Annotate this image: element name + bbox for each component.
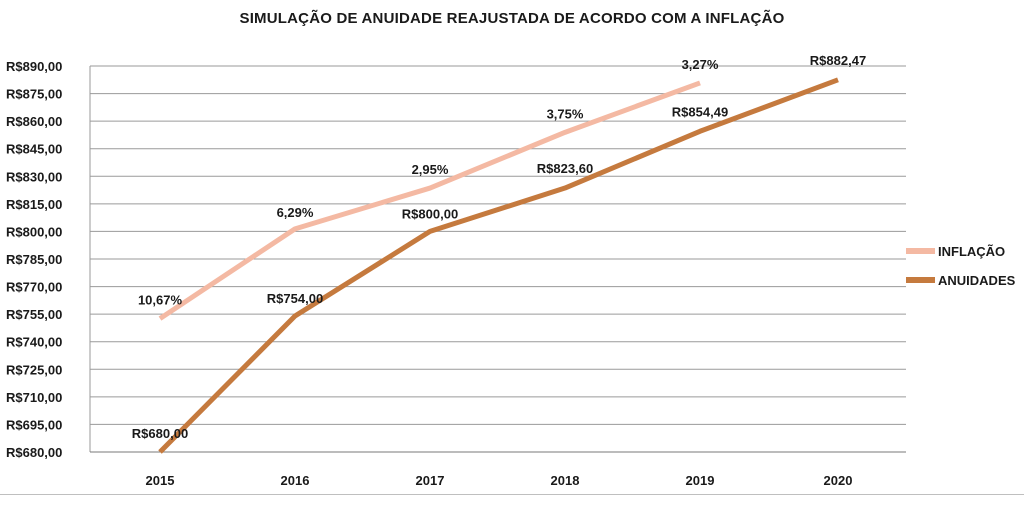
series-line-anuidades (158, 77, 839, 454)
y-tick-label: R$830,00 (6, 169, 62, 184)
data-label-inflacao: 3,27% (682, 57, 719, 72)
data-label-inflacao: 6,29% (277, 205, 314, 220)
x-tick-label: 2016 (281, 473, 310, 488)
chart-title: SIMULAÇÃO DE ANUIDADE REAJUSTADA DE ACOR… (239, 10, 785, 27)
y-tick-label: R$785,00 (6, 252, 62, 267)
data-label-inflacao: 3,75% (547, 106, 584, 121)
y-tick-label: R$740,00 (6, 335, 62, 350)
x-tick-label: 2019 (686, 473, 715, 488)
data-label-anuidades: R$882,47 (810, 53, 866, 68)
data-label-inflacao: 2,95% (412, 162, 449, 177)
y-tick-label: R$845,00 (6, 142, 62, 157)
x-tick-label: 2015 (146, 473, 175, 488)
legend-label: INFLAÇÃO (938, 244, 1005, 259)
x-tick-label: 2018 (551, 473, 580, 488)
y-tick-label: R$800,00 (6, 224, 62, 239)
bottom-divider (0, 494, 1024, 495)
data-label-anuidades: R$800,00 (402, 206, 458, 221)
data-label-anuidades: R$823,60 (537, 161, 593, 176)
data-label-anuidades: R$754,00 (267, 291, 323, 306)
y-tick-label: R$755,00 (6, 307, 62, 322)
y-tick-label: R$770,00 (6, 280, 62, 295)
y-tick-label: R$890,00 (6, 59, 62, 74)
y-tick-label: R$860,00 (6, 114, 62, 129)
x-tick-label: 2017 (416, 473, 445, 488)
series-line-inflacao (158, 80, 701, 321)
data-label-anuidades: R$680,00 (132, 426, 188, 441)
legend-label: ANUIDADES (938, 273, 1016, 288)
y-tick-label: R$725,00 (6, 362, 62, 377)
data-label-inflacao: 10,67% (138, 293, 183, 308)
y-tick-label: R$680,00 (6, 445, 62, 460)
y-tick-label: R$695,00 (6, 417, 62, 432)
data-label-anuidades: R$854,49 (672, 104, 728, 119)
y-tick-label: R$875,00 (6, 87, 62, 102)
x-tick-label: 2020 (824, 473, 853, 488)
y-tick-label: R$710,00 (6, 390, 62, 405)
y-tick-label: R$815,00 (6, 197, 62, 212)
